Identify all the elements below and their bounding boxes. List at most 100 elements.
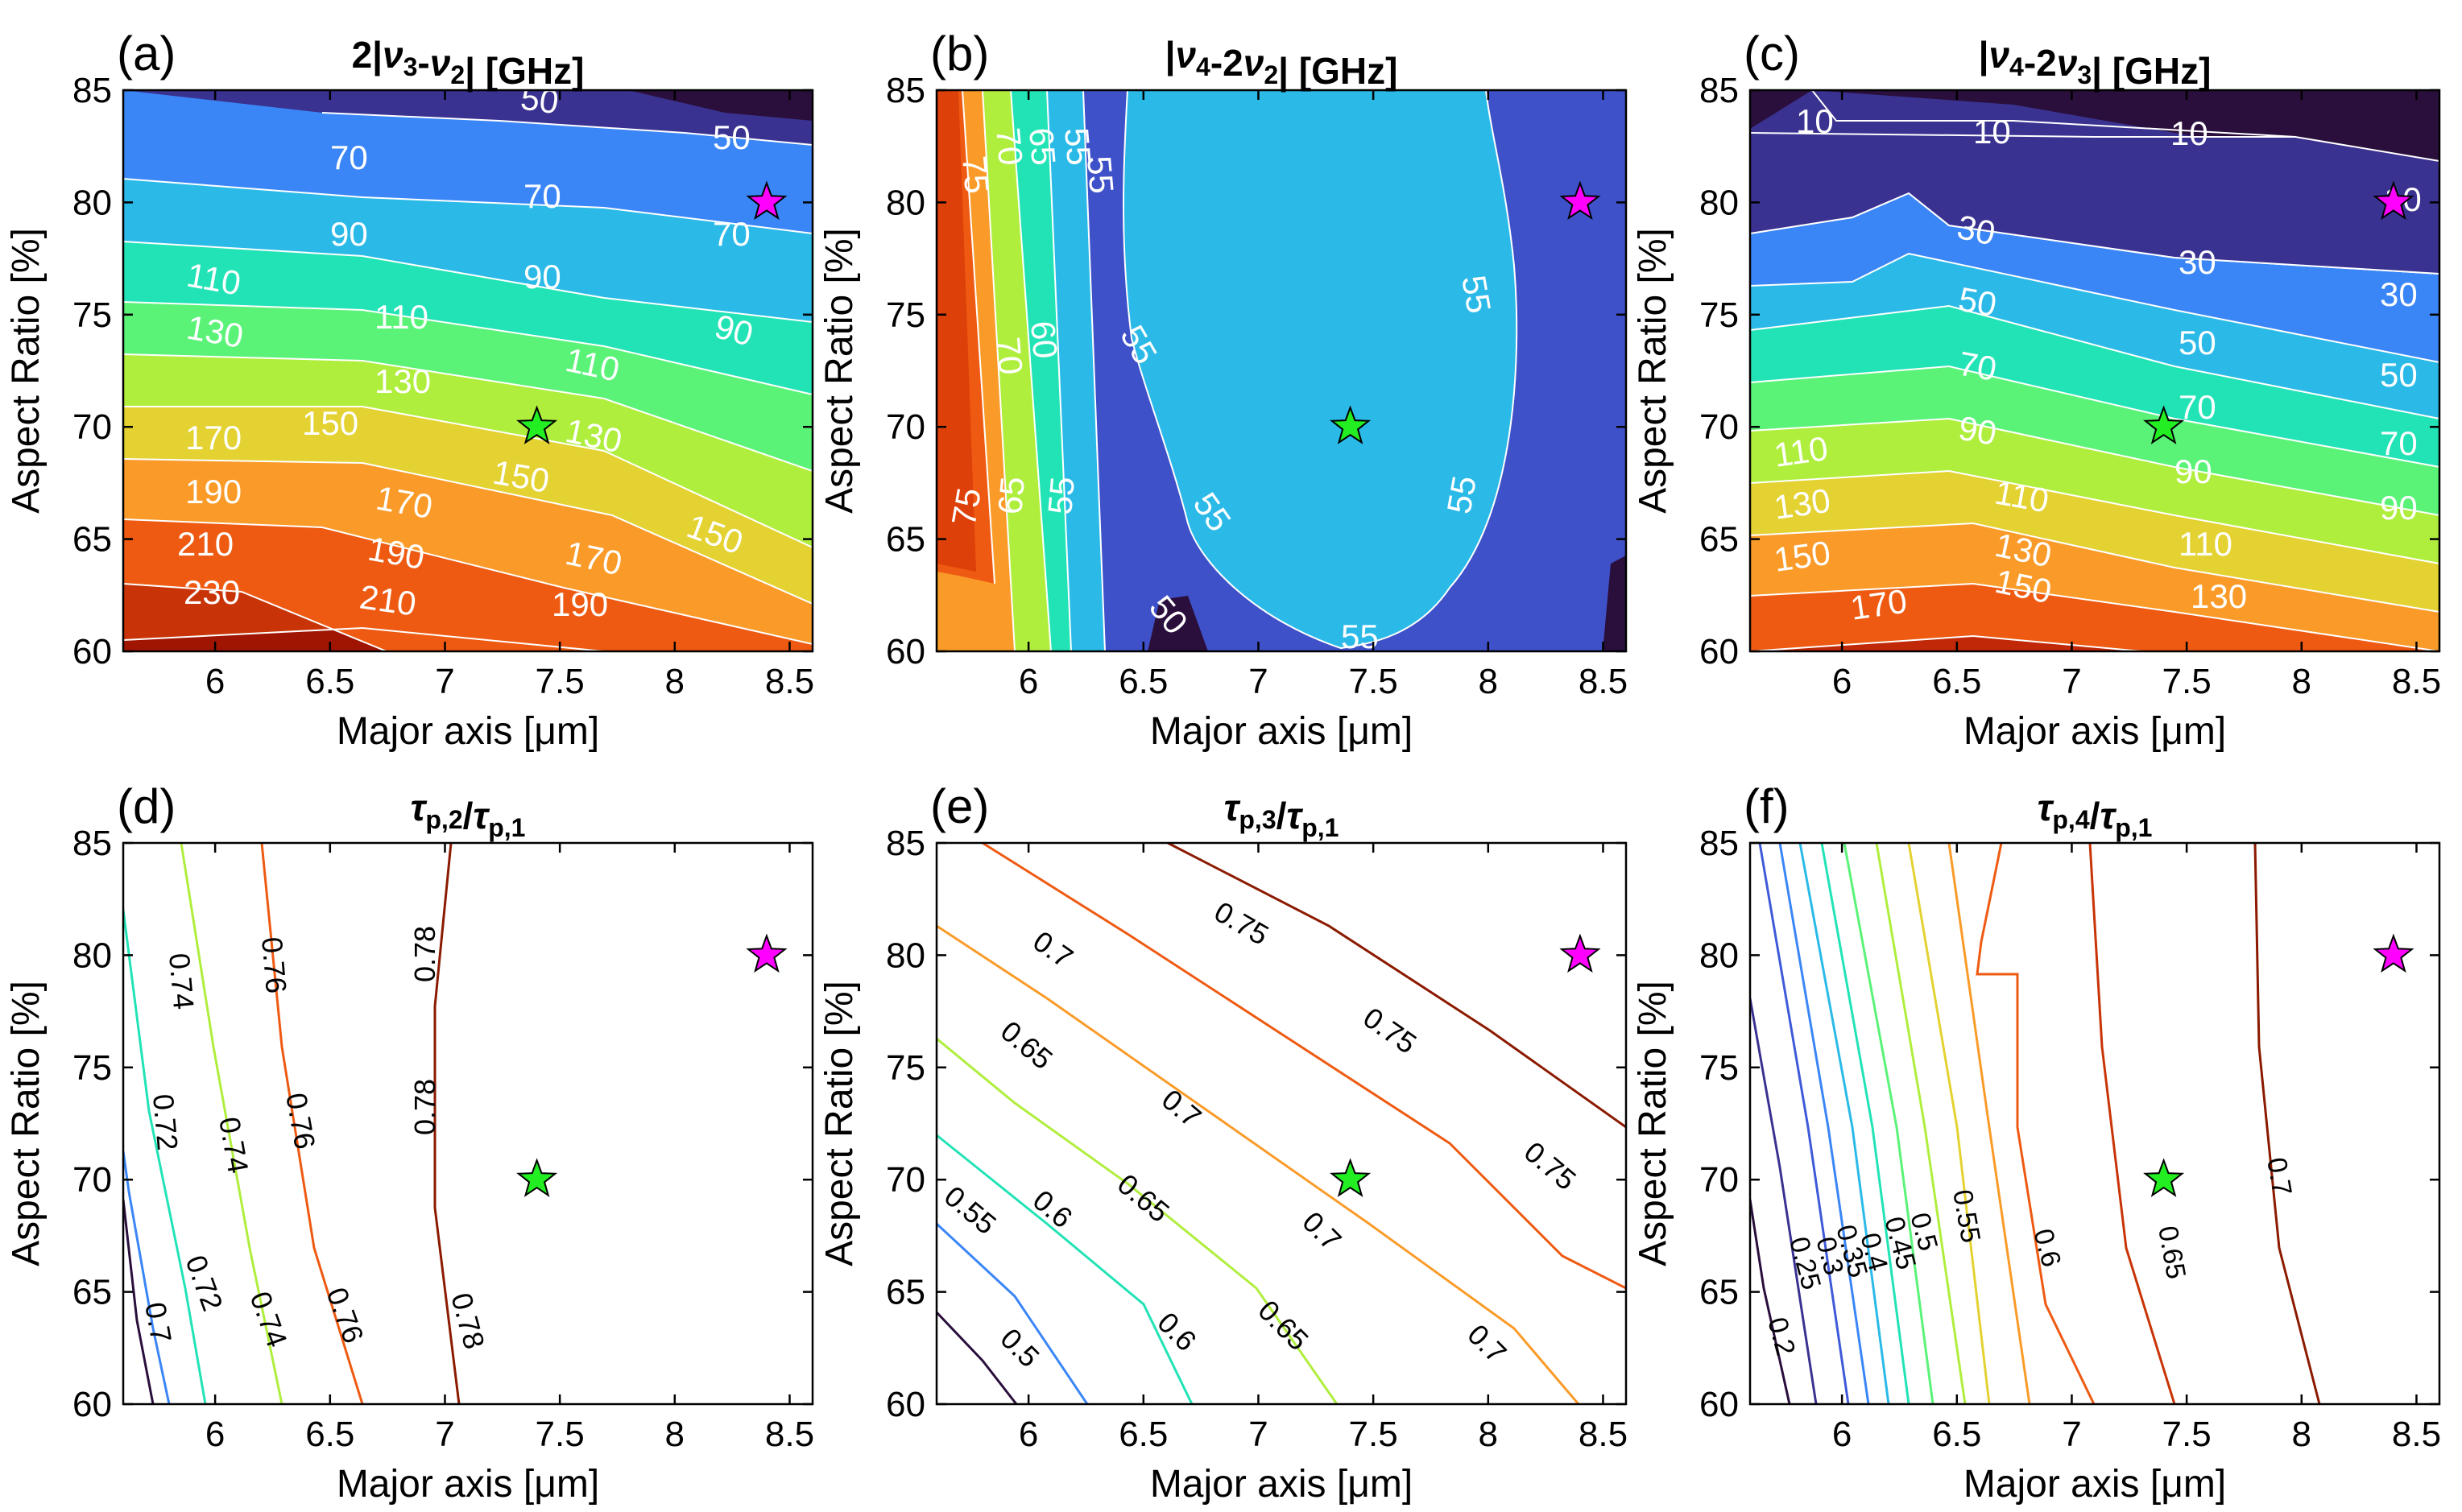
y-tick-label: 75	[1699, 1048, 1739, 1088]
c-label-50-2: 50	[2179, 324, 2216, 361]
e-line-0.6	[937, 1134, 1194, 1404]
green-star-marker	[1330, 405, 1372, 444]
e-label-0.7-4: 0.7	[1461, 1318, 1512, 1369]
f-line-0.5	[1875, 843, 1967, 1404]
y-tick-label: 75	[72, 1048, 112, 1088]
d-line-0.76	[260, 843, 364, 1404]
a-label-210-1: 210	[177, 525, 234, 563]
y-tick-label: 70	[1699, 1160, 1739, 1200]
panel-title: τp,2/τp,1	[411, 787, 526, 842]
e-line-0.5	[937, 1311, 1018, 1404]
magenta-star-marker	[1559, 180, 1601, 221]
y-tick-label: 70	[886, 1160, 925, 1200]
b-label-55-1: 55	[1057, 126, 1099, 167]
x-axis-label: Major axis [μm]	[1150, 1463, 1413, 1506]
x-tick-label: 6.5	[1119, 662, 1168, 701]
e-line-0.7	[937, 924, 1580, 1404]
f-line-0.25	[1758, 843, 1850, 1404]
axes-frame-b	[935, 89, 1628, 653]
e-label-0.65-2: 0.65	[1111, 1167, 1176, 1229]
panel-e: 0.75 0.7 0.75 0.65 0.7 0.75 0.55 0.6 0.6…	[937, 843, 1626, 1404]
b-label-75-1: 75	[955, 155, 996, 196]
x-axis-label: Major axis [μm]	[1150, 710, 1413, 753]
x-tick-label: 8.5	[1579, 1415, 1628, 1454]
axes-f: 6 6.5 7 7.5 8 8.5 60 65 70 75 80 85 Major axis [μm] A…	[1632, 779, 2441, 1506]
y-tick-label: 85	[1699, 71, 1739, 110]
e-label-0.75-1: 0.75	[1209, 894, 1274, 952]
y-tick-label: 65	[72, 520, 112, 560]
a-label-90-2: 90	[523, 258, 561, 295]
a-label-70-3: 70	[713, 215, 751, 253]
a-label-70-2: 70	[523, 177, 561, 215]
green-star-marker	[2143, 405, 2185, 444]
b-label-60: 60	[1024, 320, 1065, 361]
panel-letter: (c)	[1744, 27, 1800, 81]
x-tick-label: 8	[2292, 662, 2311, 701]
d-line-0.7	[123, 1199, 155, 1404]
f-line-0.55	[1907, 843, 1991, 1404]
y-axis-label: Aspect Ratio [%]	[1632, 981, 1674, 1266]
f-line-0.45	[1843, 843, 1934, 1404]
x-tick-label: 7	[435, 662, 454, 701]
c-band-0	[1812, 90, 2439, 209]
e-line-0.75	[982, 843, 1626, 1290]
d-line-0.72	[123, 909, 207, 1404]
panel-f-contour-labels: 0.2 0.25 0.3 0.35 0.4 0.45 0.5 0.55 0.6 …	[1761, 1155, 2297, 1359]
x-axis-label: Major axis [μm]	[1963, 710, 2226, 753]
panel-d-contour-labels: 0.74 0.76 0.78 0.72 0.74 0.76 0.78 0.7 0…	[139, 926, 491, 1353]
d-label-0.74-1: 0.74	[163, 952, 201, 1010]
panel-b: 75 75 70 70 65 65 60 55 55 55 55 55 55 5…	[937, 90, 1626, 655]
b-label-65-1: 65	[1022, 126, 1063, 167]
c-label-130-3: 130	[2191, 577, 2247, 615]
a-band-30	[123, 90, 813, 145]
x-tick-label: 6.5	[1932, 662, 1981, 701]
x-tick-label: 8	[1479, 1415, 1498, 1454]
magenta-star-marker	[1559, 933, 1601, 973]
magenta-star-marker	[746, 180, 788, 221]
x-tick-label: 6	[1019, 662, 1038, 701]
y-axis-label: Aspect Ratio [%]	[5, 981, 48, 1266]
c-label-90-3: 90	[2380, 489, 2418, 527]
c-label-30-1: 30	[1954, 208, 1998, 253]
a-label-70-1: 70	[330, 138, 368, 176]
b-label-65-2: 65	[991, 475, 1032, 516]
b-label-55-4: 55	[1041, 475, 1082, 516]
y-tick-label: 80	[1699, 183, 1739, 222]
x-tick-label: 8	[2292, 1415, 2311, 1454]
y-tick-label: 80	[72, 183, 112, 222]
y-tick-label: 75	[886, 295, 925, 335]
e-line-0.65	[937, 1037, 1339, 1404]
panel-c-contour-labels: 10 10 10 10 30 30 30 50 50 50 70 70 70 9…	[1772, 102, 2422, 627]
x-tick-label: 8.5	[765, 662, 814, 701]
panel-title: |ν4-2ν3| [GHz]	[1979, 34, 2212, 92]
x-tick-label: 7.5	[536, 662, 585, 701]
d-label-0.7: 0.7	[139, 1299, 178, 1345]
f-line-0.6	[1947, 843, 2031, 1404]
panel-d: 0.74 0.76 0.78 0.72 0.74 0.76 0.78 0.7 0…	[123, 843, 491, 1404]
x-tick-label: 7.5	[2162, 1415, 2212, 1454]
panel-c-fill	[1750, 90, 2439, 651]
y-tick-label: 60	[1699, 1385, 1739, 1424]
f-label-0.65: 0.65	[2152, 1224, 2191, 1282]
x-tick-label: 7	[2062, 1415, 2081, 1454]
x-axis-label: Major axis [μm]	[337, 710, 599, 753]
a-label-50-2: 50	[713, 118, 751, 156]
x-tick-label: 7	[435, 1415, 454, 1454]
x-tick-label: 8.5	[765, 1415, 814, 1454]
x-tick-label: 8	[665, 1415, 685, 1454]
x-tick-label: 6	[205, 1415, 225, 1454]
a-label-170-1: 170	[185, 419, 242, 456]
b-band-50-bottom	[1148, 596, 1208, 651]
d-label-0.78-2: 0.78	[408, 1079, 441, 1135]
y-tick-label: 80	[72, 936, 112, 975]
axes-frame-c	[1748, 89, 2441, 653]
y-tick-label: 80	[1699, 936, 1739, 975]
magenta-star-marker	[746, 933, 788, 973]
x-tick-label: 6.5	[1932, 1415, 1981, 1454]
x-tick-label: 7	[2062, 662, 2081, 701]
green-star-marker	[1330, 1158, 1372, 1197]
f-line-0.3	[1778, 843, 1870, 1404]
f-line-0.4	[1820, 843, 1910, 1404]
x-tick-label: 8	[1479, 662, 1498, 701]
